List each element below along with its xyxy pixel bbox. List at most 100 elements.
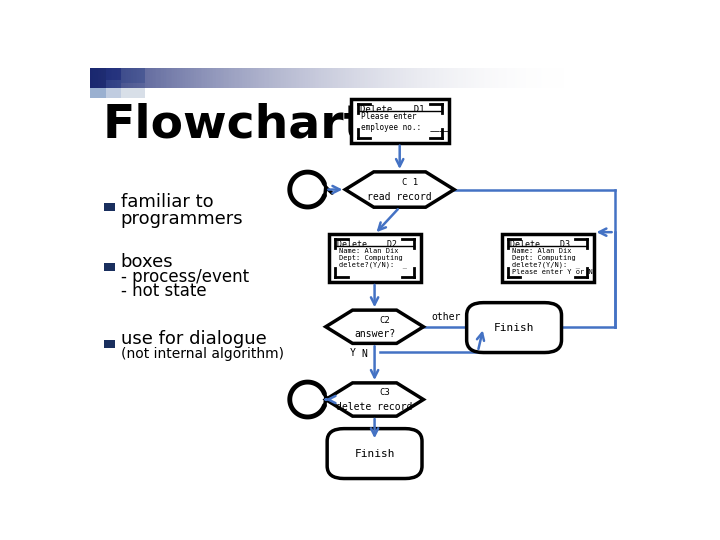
Bar <box>207 68 209 87</box>
Bar <box>476 68 477 87</box>
Bar <box>362 68 364 87</box>
Bar <box>415 68 418 87</box>
Text: - not state: - not state <box>121 281 207 300</box>
Bar <box>202 68 204 87</box>
Bar <box>534 68 536 87</box>
Bar <box>295 68 297 87</box>
Bar <box>381 68 382 87</box>
Bar <box>291 68 292 87</box>
Bar <box>459 68 460 87</box>
Bar <box>455 68 456 87</box>
Bar <box>199 68 201 87</box>
Text: C 1: C 1 <box>402 178 418 187</box>
Bar <box>251 68 253 87</box>
Bar <box>120 68 122 87</box>
Bar <box>106 80 121 87</box>
Bar <box>468 68 469 87</box>
Bar <box>512 68 513 87</box>
Bar <box>238 68 240 87</box>
Bar <box>469 68 471 87</box>
Bar <box>215 68 217 87</box>
Bar <box>286 68 287 87</box>
Bar <box>287 68 289 87</box>
Bar <box>506 68 508 87</box>
Bar <box>550 68 552 87</box>
Bar <box>337 68 338 87</box>
Text: Please enter
employee no.:  ____: Please enter employee no.: ____ <box>361 112 449 132</box>
Bar <box>345 68 346 87</box>
Bar <box>411 68 413 87</box>
Bar <box>552 68 553 87</box>
Bar <box>172 68 174 87</box>
Bar <box>115 68 117 87</box>
Bar <box>307 68 308 87</box>
Bar <box>553 68 555 87</box>
Bar <box>246 68 248 87</box>
Text: Delete    D3: Delete D3 <box>510 240 570 249</box>
Bar <box>438 68 439 87</box>
Bar <box>235 68 237 87</box>
Bar <box>333 68 335 87</box>
Bar <box>234 68 235 87</box>
Text: boxes: boxes <box>121 253 174 271</box>
Text: Flowcharts: Flowcharts <box>102 102 395 147</box>
Bar <box>284 68 286 87</box>
Text: Delete    D2: Delete D2 <box>338 240 397 249</box>
Bar <box>302 68 303 87</box>
Bar <box>269 68 270 87</box>
Text: Name: Alan Dix
Dept: Computing
delete?(Y/N):  _
Please enter Y or N: Name: Alan Dix Dept: Computing delete?(Y… <box>512 247 593 275</box>
Bar <box>454 68 455 87</box>
Polygon shape <box>325 383 423 416</box>
Bar <box>374 68 376 87</box>
Polygon shape <box>325 310 423 343</box>
Bar <box>111 68 112 87</box>
Bar <box>523 68 525 87</box>
Bar <box>398 68 400 87</box>
Bar <box>328 234 420 282</box>
Bar <box>397 68 398 87</box>
Bar <box>449 68 451 87</box>
Bar <box>382 68 384 87</box>
Bar <box>243 68 245 87</box>
Bar <box>341 68 343 87</box>
Bar <box>539 68 541 87</box>
Bar <box>384 68 386 87</box>
Bar <box>104 340 115 348</box>
Bar <box>368 68 370 87</box>
Bar <box>233 68 234 87</box>
Text: C2: C2 <box>379 316 390 325</box>
Bar <box>98 68 99 87</box>
Bar <box>452 68 454 87</box>
Text: Delete    D1: Delete D1 <box>360 105 424 114</box>
Text: N: N <box>361 349 367 359</box>
Bar <box>153 68 155 87</box>
Text: delete record: delete record <box>336 402 413 411</box>
Bar <box>152 68 153 87</box>
Bar <box>390 68 392 87</box>
Bar <box>174 68 176 87</box>
Bar <box>517 68 518 87</box>
Bar <box>266 68 267 87</box>
Bar <box>218 68 220 87</box>
Bar <box>194 68 196 87</box>
Text: Y: Y <box>349 348 355 357</box>
Bar <box>335 68 337 87</box>
Bar <box>496 68 498 87</box>
Bar <box>248 68 250 87</box>
Bar <box>106 68 107 87</box>
Bar <box>323 68 324 87</box>
Bar <box>353 68 354 87</box>
Bar <box>300 68 302 87</box>
Bar <box>456 68 459 87</box>
Bar <box>508 68 509 87</box>
Bar <box>181 68 184 87</box>
Bar <box>90 87 106 98</box>
FancyBboxPatch shape <box>327 429 422 478</box>
Bar <box>563 68 564 87</box>
Bar <box>253 68 254 87</box>
Bar <box>278 68 280 87</box>
Bar <box>259 68 261 87</box>
Bar <box>544 68 545 87</box>
Polygon shape <box>346 172 454 207</box>
Bar <box>558 68 559 87</box>
